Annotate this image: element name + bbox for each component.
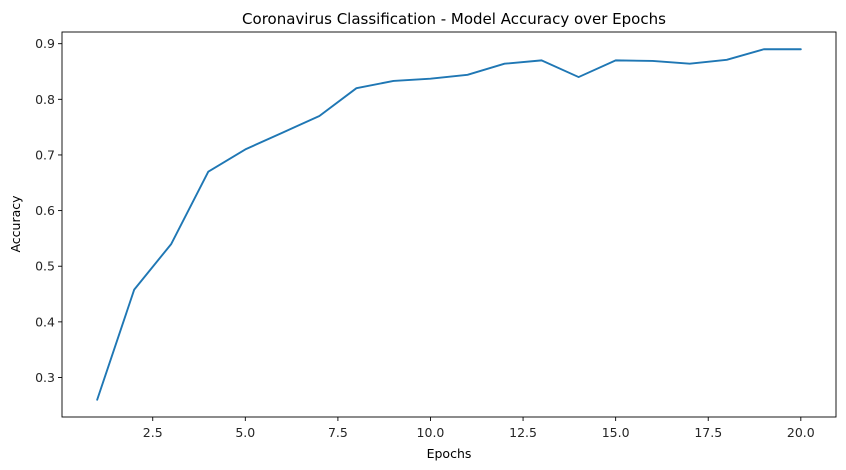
y-tick-label: 0.4	[35, 314, 55, 329]
y-tick-label: 0.5	[35, 259, 55, 274]
y-tick-label: 0.7	[35, 147, 55, 162]
x-tick-label: 7.5	[328, 425, 348, 440]
x-axis-label: Epochs	[427, 446, 472, 461]
series-layer	[96, 48, 802, 401]
y-tick-label: 0.3	[35, 370, 55, 385]
y-tick-label: 0.8	[35, 92, 55, 107]
x-tick-label: 2.5	[143, 425, 163, 440]
y-axis-ticks: 0.3 0.4 0.5 0.6 0.7 0.8 0.9	[35, 36, 62, 385]
x-tick-label: 12.5	[509, 425, 537, 440]
accuracy-series-line	[96, 48, 802, 401]
chart-title: Coronavirus Classification - Model Accur…	[242, 10, 666, 28]
y-axis-label: Accuracy	[8, 195, 23, 253]
plot-area-frame	[61, 31, 837, 418]
x-tick-label: 15.0	[602, 425, 630, 440]
y-tick-label: 0.6	[35, 203, 55, 218]
x-tick-label: 10.0	[417, 425, 445, 440]
x-tick-label: 5.0	[235, 425, 255, 440]
x-axis-ticks: 2.5 5.0 7.5 10.0 12.5 15.0 17.5 20.0	[143, 417, 815, 440]
y-tick-label: 0.9	[35, 36, 55, 51]
x-tick-label: 20.0	[787, 425, 815, 440]
x-tick-label: 17.5	[694, 425, 722, 440]
